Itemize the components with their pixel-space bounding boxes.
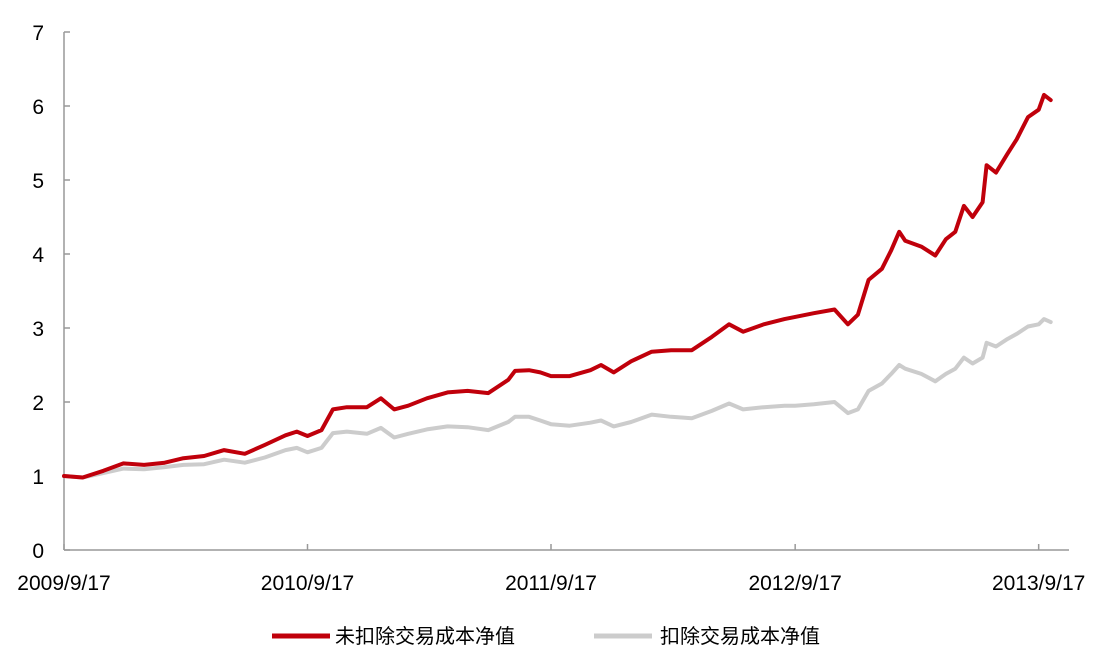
x-tick-label: 2013/9/17 xyxy=(992,572,1085,595)
legend: 未扣除交易成本净值 扣除交易成本净值 xyxy=(272,624,820,648)
y-tick-label: 7 xyxy=(32,22,44,45)
series-line-1 xyxy=(62,317,1053,480)
series-layer xyxy=(62,92,1053,480)
y-axis: 0 1 2 3 4 5 6 7 xyxy=(32,22,70,563)
y-tick-label: 4 xyxy=(32,244,44,267)
x-tick-label: 2010/9/17 xyxy=(261,572,354,595)
y-tick-label: 3 xyxy=(32,318,44,341)
y-tick-label: 0 xyxy=(32,540,44,563)
y-tick-label: 2 xyxy=(32,392,44,415)
x-tick-label: 2012/9/17 xyxy=(748,572,841,595)
x-tick-label: 2011/9/17 xyxy=(505,572,597,595)
series-line-0 xyxy=(62,92,1053,480)
y-tick-label: 6 xyxy=(32,96,44,119)
legend-label-0: 未扣除交易成本净值 xyxy=(335,624,515,648)
y-tick-label: 1 xyxy=(32,466,44,489)
y-tick-label: 5 xyxy=(32,170,44,193)
x-axis: 2009/9/17 2010/9/17 2011/9/17 2012/9/17 2013… xyxy=(17,544,1085,595)
legend-label-1: 扣除交易成本净值 xyxy=(660,624,820,648)
x-tick-label: 2009/9/17 xyxy=(17,572,110,595)
